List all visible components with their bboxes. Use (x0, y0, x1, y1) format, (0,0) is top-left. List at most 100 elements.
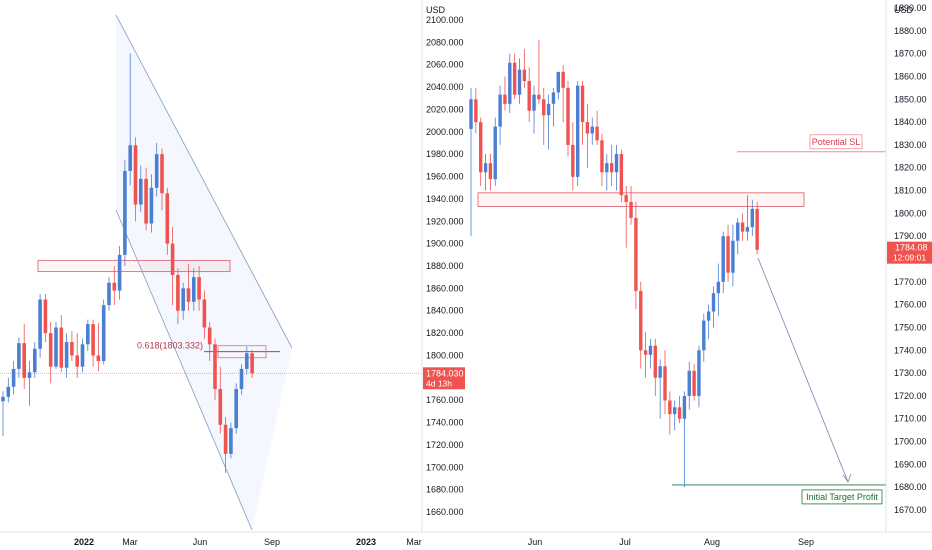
candle (745, 195, 750, 241)
resistance-zone (477, 192, 805, 207)
candle (160, 148, 164, 211)
candle-body (508, 62, 512, 104)
candle-body (706, 311, 711, 321)
candle-body (614, 154, 619, 173)
candle (643, 332, 648, 378)
candle-body (250, 353, 254, 374)
candle-body (585, 122, 590, 134)
candle (165, 187, 170, 255)
left-y-tick: 1860.000 (426, 283, 464, 293)
channel-fill (116, 15, 292, 530)
candle (133, 137, 138, 222)
candle-body (91, 324, 95, 356)
candle (527, 67, 531, 123)
candle (692, 363, 696, 401)
candle-body (711, 293, 716, 312)
candle (503, 76, 507, 111)
candle-body (493, 126, 497, 180)
left-y-tick: 1740.000 (426, 418, 464, 428)
candle (43, 293, 48, 343)
left-y-tick: 1720.000 (426, 440, 464, 450)
right-y-tick: 1860.00 (894, 71, 927, 81)
candle (731, 224, 735, 287)
candle-body (59, 327, 64, 368)
right-y-tick: 1680.00 (894, 482, 927, 492)
candle-body (197, 277, 201, 300)
candle-body (677, 407, 682, 419)
right-panel[interactable]: Potential SL Initial Target Profit (424, 0, 887, 532)
candle (576, 81, 580, 186)
candle-body (64, 342, 69, 368)
candle (33, 342, 37, 378)
channel-upper-line (115, 14, 293, 349)
candle (218, 366, 223, 434)
right-x-tick: Jul (619, 537, 631, 547)
left-y-tick: 2020.000 (426, 104, 464, 114)
candle-body (551, 92, 556, 104)
candle (571, 122, 575, 191)
right-y-tick: 1800.00 (894, 208, 927, 218)
candle-body (133, 145, 138, 205)
candle (197, 266, 201, 311)
candle-body (245, 353, 249, 369)
left-y-tick: 1980.000 (426, 149, 464, 159)
candle (245, 346, 249, 375)
candle-body (48, 333, 53, 367)
candle-body (33, 348, 37, 373)
candle (697, 345, 701, 408)
candle-body (38, 299, 42, 349)
candle-body (653, 345, 657, 378)
candle-body (123, 170, 127, 255)
candle-body (469, 99, 473, 129)
candle (483, 154, 488, 191)
channel-lower-line (115, 209, 253, 531)
candle (48, 321, 53, 384)
candle (223, 416, 228, 473)
candle (750, 199, 754, 237)
candle (629, 185, 633, 225)
candle-body (546, 103, 551, 116)
right-y-tick: 1750.00 (894, 322, 927, 332)
left-y-tick: 1840.000 (426, 306, 464, 316)
candle (740, 213, 745, 241)
right-y-tick: 1850.00 (894, 94, 927, 104)
candle-body (223, 424, 228, 454)
candle (149, 174, 154, 233)
price-badge-sub: 4d 13h (426, 378, 452, 388)
candle-body (605, 163, 609, 173)
candle-body (479, 122, 483, 173)
candle-body (149, 187, 154, 224)
candle-body (750, 208, 754, 228)
target-label: Initial Target Profit (806, 492, 878, 502)
candle-body (27, 372, 32, 378)
candle (192, 268, 196, 311)
candle (1, 391, 5, 436)
candle-body (186, 288, 191, 302)
candle (239, 364, 244, 395)
candle (585, 103, 590, 168)
candle-body (726, 236, 730, 273)
left-x-tick: Jun (193, 537, 208, 547)
candle-body (600, 140, 604, 173)
candle-body (658, 366, 662, 378)
candle (59, 315, 64, 373)
candle-body (11, 368, 16, 387)
candle-body (154, 154, 159, 188)
candle (64, 333, 69, 378)
fib-label: 0.618(1803.332) (137, 341, 203, 351)
candle-body (229, 428, 233, 454)
right-y-tick: 1870.00 (894, 49, 927, 59)
candle-body (1, 396, 5, 402)
candle (181, 282, 185, 320)
candle-body (213, 344, 217, 389)
left-y-tick: 1660.000 (426, 507, 464, 517)
candle-body (692, 370, 696, 396)
candle-body (474, 99, 478, 123)
candle-body (580, 85, 585, 123)
candle-body (176, 274, 180, 311)
candle (176, 268, 180, 325)
left-panel[interactable]: 0.618(1803.332) (0, 0, 423, 532)
